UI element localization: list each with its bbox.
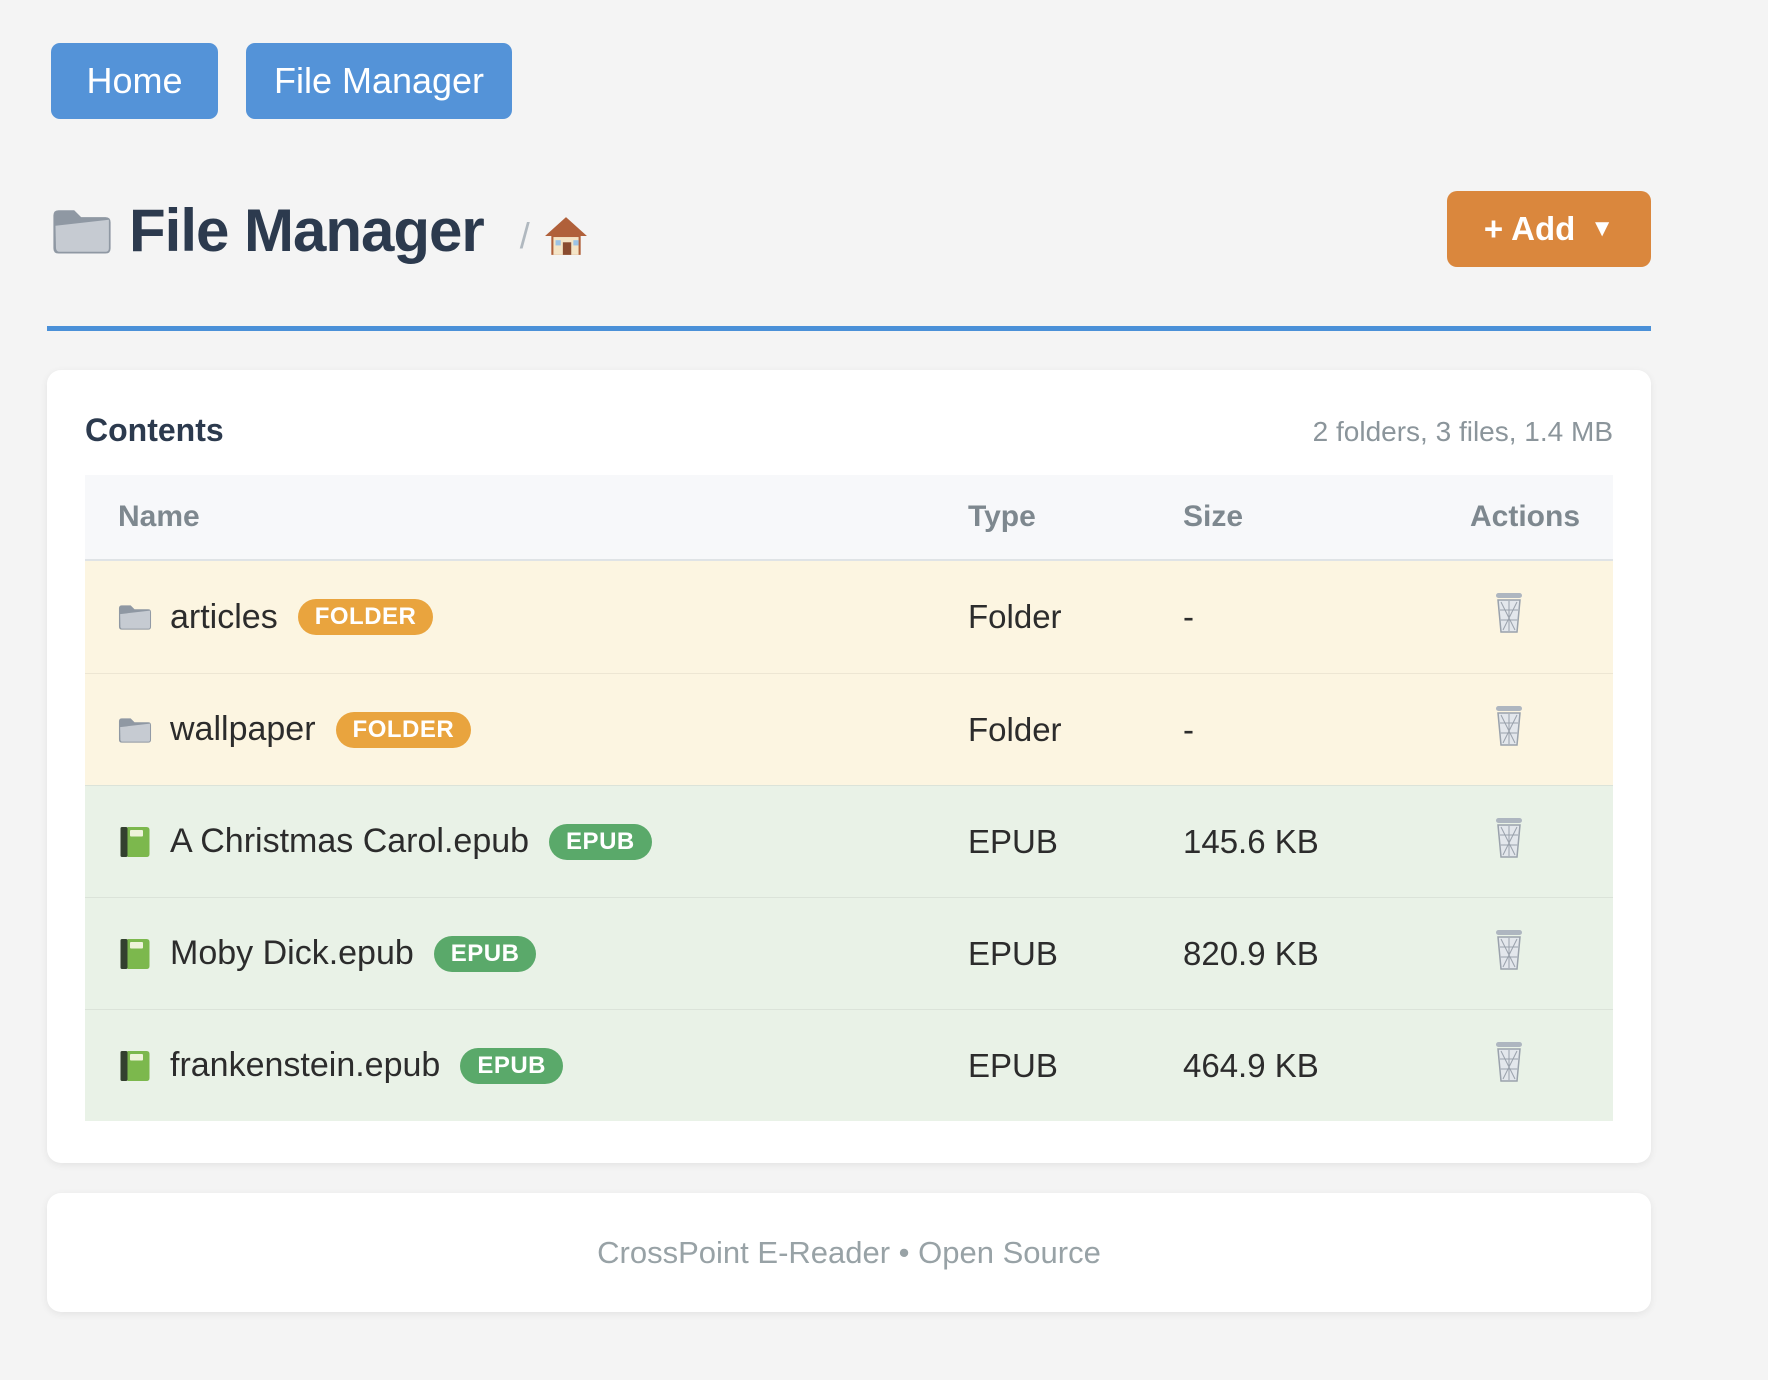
trash-icon: [1495, 1040, 1523, 1082]
file-manager-button[interactable]: File Manager: [246, 43, 512, 119]
trash-icon: [1495, 928, 1523, 970]
file-type: EPUB: [968, 934, 1058, 972]
file-size: -: [1183, 710, 1194, 748]
page-title: File Manager: [129, 197, 485, 264]
footer-text: CrossPoint E-Reader • Open Source: [597, 1234, 1101, 1270]
delete-button[interactable]: [1490, 928, 1528, 971]
home-breadcrumb-icon[interactable]: [544, 215, 588, 257]
epub-badge: EPUB: [549, 823, 652, 860]
contents-card: Contents 2 folders, 3 files, 1.4 MB Name…: [47, 370, 1651, 1163]
folder-icon: [118, 605, 152, 630]
file-type: EPUB: [968, 1046, 1058, 1084]
contents-card-header: Contents 2 folders, 3 files, 1.4 MB: [85, 412, 1613, 452]
epub-badge: EPUB: [460, 1047, 563, 1084]
file-size: 464.9 KB: [1183, 1046, 1319, 1084]
trash-icon: [1495, 592, 1523, 633]
folder-icon: [118, 717, 152, 743]
book-icon: [120, 1050, 150, 1081]
file-type: Folder: [968, 598, 1062, 635]
file-type: Folder: [968, 710, 1062, 748]
file-name-link[interactable]: Moby Dick.epub: [170, 934, 414, 972]
table-header-row: Name Type Size Actions: [85, 475, 1613, 561]
contents-heading: Contents: [85, 412, 224, 448]
footer-card: CrossPoint E-Reader • Open Source: [47, 1193, 1651, 1312]
file-type: EPUB: [968, 822, 1058, 860]
book-icon: [120, 826, 150, 857]
delete-button[interactable]: [1490, 1040, 1528, 1083]
table-row: A Christmas Carol.epub EPUB EPUB 145.6 K…: [85, 785, 1613, 897]
contents-summary: 2 folders, 3 files, 1.4 MB: [1312, 416, 1613, 447]
file-name-link[interactable]: frankenstein.epub: [170, 1046, 441, 1084]
column-header-name: Name: [118, 500, 200, 533]
delete-button[interactable]: [1490, 816, 1528, 859]
file-size: 820.9 KB: [1183, 934, 1319, 972]
folder-icon: [53, 209, 111, 254]
home-button[interactable]: Home: [51, 43, 218, 119]
folder-badge: FOLDER: [297, 599, 434, 635]
title-divider: [47, 326, 1651, 331]
file-size: -: [1183, 598, 1194, 635]
column-header-type: Type: [968, 500, 1036, 533]
file-name-link[interactable]: articles: [170, 597, 278, 636]
file-size: 145.6 KB: [1183, 822, 1319, 860]
book-icon: [120, 938, 150, 969]
table-row: Moby Dick.epub EPUB EPUB 820.9 KB: [85, 897, 1613, 1009]
folder-badge: FOLDER: [335, 711, 472, 748]
chevron-down-icon: ▼: [1590, 215, 1615, 242]
epub-badge: EPUB: [433, 935, 537, 972]
breadcrumb-separator: /: [519, 214, 530, 256]
add-button-label: + Add: [1483, 210, 1576, 247]
table-row: wallpaper FOLDER Folder -: [85, 673, 1613, 785]
file-name-link[interactable]: wallpaper: [170, 710, 316, 748]
delete-button[interactable]: [1490, 704, 1528, 747]
column-header-actions: Actions: [1470, 500, 1581, 533]
page-header: File Manager /: [51, 196, 588, 265]
file-table: Name Type Size Actions articles FOLDER F…: [85, 475, 1613, 1121]
trash-icon: [1495, 704, 1523, 746]
file-name-link[interactable]: A Christmas Carol.epub: [170, 822, 530, 860]
top-navigation: Home File Manager: [51, 43, 512, 119]
table-row: articles FOLDER Folder -: [85, 561, 1613, 673]
add-button[interactable]: + Add ▼: [1447, 191, 1651, 267]
column-header-size: Size: [1183, 500, 1244, 533]
table-row: frankenstein.epub EPUB EPUB 464.9 KB: [85, 1009, 1613, 1121]
trash-icon: [1495, 816, 1523, 858]
delete-button[interactable]: [1490, 592, 1528, 634]
